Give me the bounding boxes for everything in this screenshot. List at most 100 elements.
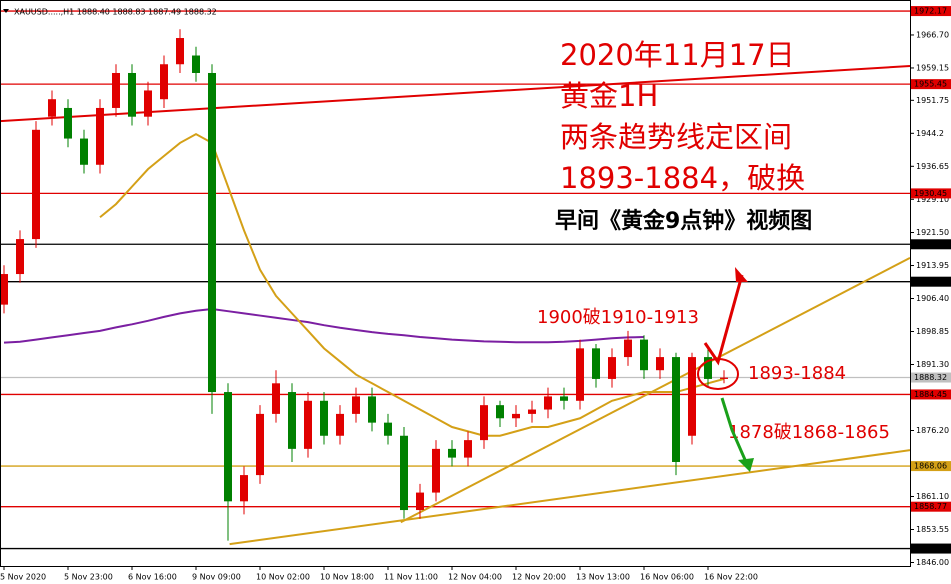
trendline (400, 256, 911, 524)
level-label: 1930.45 (914, 189, 947, 198)
ma-line (3, 307, 645, 344)
candle-body (256, 413, 264, 476)
level-label: 1888.32 (914, 373, 947, 382)
y-tick-label: 1876.20 (916, 426, 949, 435)
level-label: 1918.81 (914, 240, 947, 249)
x-tick-label: 10 Nov 02:00 (256, 573, 310, 582)
candle-body (592, 348, 600, 379)
level-tag (911, 461, 951, 472)
candle-body (160, 64, 168, 100)
candle-body (64, 107, 72, 139)
menu-arrow (3, 9, 9, 13)
headline: 2020年11月17日 (560, 38, 795, 72)
candle-body (48, 99, 56, 117)
candle-body (352, 396, 360, 414)
candle-body (528, 409, 536, 414)
candle-body (432, 448, 440, 493)
level-tag (911, 239, 951, 250)
candle-body (224, 392, 232, 502)
candle-body (512, 413, 520, 419)
subtitle: 早间《黄金9点钟》视频图 (555, 208, 812, 234)
x-tick-label: 11 Nov 11:00 (384, 573, 438, 582)
candle-body (560, 396, 568, 401)
upper-note: 1900破1910-1913 (537, 307, 699, 328)
x-tick-label: 12 Nov 20:00 (512, 573, 566, 582)
candle-body (576, 348, 584, 401)
up-arrow (703, 274, 744, 366)
y-tick-label: 1944.2 (916, 129, 944, 138)
range-note: 1893-1884 (748, 363, 846, 384)
level-tag (911, 372, 951, 383)
down-arrow-head (738, 458, 754, 472)
candle-body (320, 400, 328, 436)
level-tag (911, 501, 951, 512)
y-tick-label: 1936.65 (916, 162, 949, 171)
x-tick-label: 5 Nov 23:00 (64, 573, 113, 582)
candle-body (672, 357, 680, 462)
level-label: 1972.17 (914, 7, 947, 16)
candle-body (368, 396, 376, 423)
x-tick-label: 13 Nov 13:00 (576, 573, 630, 582)
candle-body (304, 400, 312, 449)
y-tick-label: 1891.30 (916, 360, 949, 369)
candle-body (656, 357, 664, 371)
candle-body (176, 38, 184, 65)
x-tick-label: 5 Nov 2020 (0, 573, 46, 582)
headline: 黄金1H (560, 79, 658, 113)
candle-body (464, 440, 472, 458)
candle-body (112, 72, 120, 108)
level-tag (911, 6, 951, 17)
candle-body (624, 339, 632, 358)
headline: 1893-1884，破换 (560, 161, 805, 195)
y-tick-label: 1929.10 (916, 195, 949, 204)
x-tick-label: 16 Nov 06:00 (640, 573, 694, 582)
trendline (229, 449, 911, 546)
candle-body (704, 357, 712, 379)
x-tick-label: 10 Nov 18:00 (320, 573, 374, 582)
candle-body (144, 90, 152, 117)
candle-body (640, 339, 648, 371)
level-label: 1955.45 (914, 80, 947, 89)
lower-note: 1878破1868-1865 (728, 422, 890, 443)
y-tick-label: 1846.00 (916, 558, 949, 567)
y-tick-label: 1913.95 (916, 261, 949, 270)
plot-frame (0, 0, 911, 567)
candle-body (544, 396, 552, 410)
candle-body (272, 383, 280, 414)
x-tick-label: 9 Nov 09:00 (192, 573, 241, 582)
level-tag (911, 389, 951, 400)
x-tick-label: 12 Nov 04:00 (448, 573, 502, 582)
candle-body (336, 413, 344, 436)
y-tick-label: 1906.40 (916, 294, 949, 303)
level-tag (911, 543, 951, 554)
y-tick-label: 1853.55 (916, 525, 949, 534)
candle-body (384, 422, 392, 436)
level-tag (911, 79, 951, 90)
candle-body (400, 435, 408, 511)
candle-body (192, 55, 200, 73)
symbol-info: XAUUSD.....,H1 1888.40 1888.83 1887.49 1… (14, 8, 217, 17)
candle-body (720, 377, 728, 379)
x-tick-label: 16 Nov 22:00 (704, 573, 758, 582)
level-label: 1868.06 (914, 462, 947, 471)
level-label: 1884.45 (914, 390, 947, 399)
level-label: 1858.77 (914, 502, 947, 511)
x-tick-label: 6 Nov 16:00 (128, 573, 177, 582)
candle-body (16, 239, 24, 275)
candle-body (480, 405, 488, 441)
candle-body (0, 274, 8, 305)
ma-line (99, 133, 725, 437)
level-tag (911, 276, 951, 287)
candle-body (32, 129, 40, 240)
candle-body (416, 492, 424, 511)
y-tick-label: 1898.85 (916, 327, 949, 336)
candle-body (240, 475, 248, 502)
candle-body (80, 138, 88, 165)
candle-body (96, 107, 104, 165)
candle-body (496, 405, 504, 419)
y-tick-label: 1861.10 (916, 492, 949, 501)
y-tick-label: 1966.70 (916, 30, 949, 39)
